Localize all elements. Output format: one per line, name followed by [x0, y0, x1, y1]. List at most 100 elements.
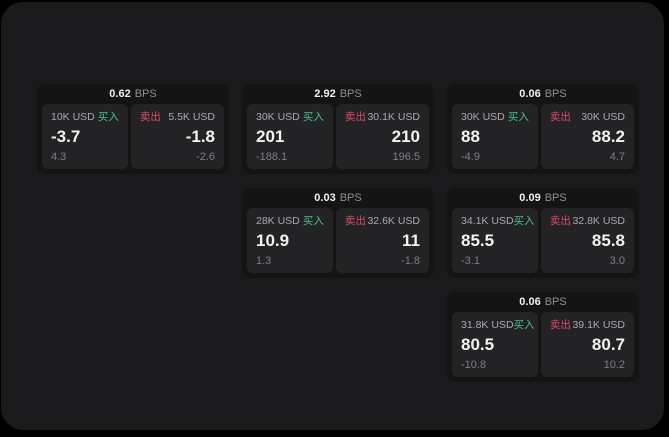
bps-unit: BPS	[544, 296, 567, 308]
sell-quote-tile[interactable]: 卖出 39.1K USD 80.7 10.2	[540, 312, 634, 377]
buy-tile-header: 30K USD 买入	[256, 112, 324, 123]
card-body: 10K USD 买入 -3.7 4.3 卖出 5.5K USD -1.8 -2.…	[37, 104, 229, 174]
buy-side-label: 买入	[97, 111, 119, 123]
bps-unit: BPS	[339, 192, 362, 204]
buy-quote-tile[interactable]: 10K USD 买入 -3.7 4.3	[42, 104, 128, 169]
buy-price: 88	[461, 127, 480, 146]
quote-cards-grid: 0.62 BPS 10K USD 买入 -3.7 4.3 卖出 5.5K USD	[37, 84, 639, 382]
buy-amount: 28K USD	[256, 215, 300, 227]
sell-amount: 30.1K USD	[367, 111, 420, 123]
sell-delta: 4.7	[609, 151, 625, 163]
buy-delta: 4.3	[51, 151, 67, 163]
card-body: 34.1K USD 买入 85.5 -3.1 卖出 32.8K USD 85.8…	[447, 208, 639, 278]
buy-quote-tile[interactable]: 30K USD 买入 88 -4.9	[452, 104, 538, 169]
buy-amount: 34.1K USD	[461, 215, 514, 227]
quote-card: 0.62 BPS 10K USD 买入 -3.7 4.3 卖出 5.5K USD	[37, 84, 229, 174]
bps-unit: BPS	[544, 192, 567, 204]
buy-amount: 31.8K USD	[461, 319, 514, 331]
sell-price: 210	[391, 127, 420, 146]
bps-unit: BPS	[544, 88, 567, 100]
buy-quote-tile[interactable]: 30K USD 买入 201 -188.1	[247, 104, 333, 169]
buy-quote-tile[interactable]: 34.1K USD 买入 85.5 -3.1	[452, 208, 538, 273]
card-header: 0.06 BPS	[447, 84, 639, 104]
card-header: 0.06 BPS	[447, 292, 639, 312]
sell-delta: 3.0	[609, 255, 625, 267]
quote-card: 2.92 BPS 30K USD 买入 201 -188.1 卖出 30.1K …	[242, 84, 434, 174]
sell-side-label: 卖出	[549, 319, 571, 331]
buy-amount: 30K USD	[461, 111, 505, 123]
sell-tile-header: 卖出 39.1K USD	[550, 320, 625, 331]
sell-side-label: 卖出	[139, 111, 161, 123]
sell-tile-header: 卖出 32.8K USD	[550, 216, 625, 227]
app-panel: 0.62 BPS 10K USD 买入 -3.7 4.3 卖出 5.5K USD	[1, 2, 664, 430]
bps-value: 2.92	[314, 88, 336, 100]
sell-quote-tile[interactable]: 卖出 32.6K USD 11 -1.8	[335, 208, 429, 273]
sell-side-label: 卖出	[549, 215, 571, 227]
card-body: 31.8K USD 买入 80.5 -10.8 卖出 39.1K USD 80.…	[447, 312, 639, 382]
buy-side-label: 买入	[513, 215, 535, 227]
buy-price: -3.7	[51, 127, 81, 146]
sell-quote-tile[interactable]: 卖出 5.5K USD -1.8 -2.6	[130, 104, 224, 169]
card-body: 30K USD 买入 88 -4.9 卖出 30K USD 88.2 4.7	[447, 104, 639, 174]
buy-side-label: 买入	[302, 215, 324, 227]
buy-side-label: 买入	[513, 319, 535, 331]
buy-tile-header: 10K USD 买入	[51, 112, 119, 123]
bps-value: 0.09	[519, 192, 541, 204]
sell-side-label: 卖出	[549, 111, 571, 123]
sell-side-label: 卖出	[344, 215, 366, 227]
sell-delta: 196.5	[392, 151, 420, 163]
quote-card: 0.06 BPS 30K USD 买入 88 -4.9 卖出 30K USD	[447, 84, 639, 174]
bps-value: 0.62	[109, 88, 131, 100]
buy-side-label: 买入	[302, 111, 324, 123]
sell-amount: 32.8K USD	[572, 215, 625, 227]
sell-price: 88.2	[591, 127, 625, 146]
sell-price: 80.7	[591, 335, 625, 354]
buy-tile-header: 31.8K USD 买入	[461, 319, 535, 331]
buy-delta: -188.1	[256, 151, 288, 163]
buy-amount: 10K USD	[51, 111, 95, 123]
buy-delta: -10.8	[461, 359, 487, 371]
buy-amount: 30K USD	[256, 111, 300, 123]
buy-tile-header: 28K USD 买入	[256, 216, 324, 227]
quote-card: 0.09 BPS 34.1K USD 买入 85.5 -3.1 卖出 32.8K…	[447, 188, 639, 278]
buy-tile-header: 34.1K USD 买入	[461, 215, 535, 227]
buy-delta: 1.3	[256, 255, 272, 267]
quote-card: 0.03 BPS 28K USD 买入 10.9 1.3 卖出 32.6K US…	[242, 188, 434, 278]
buy-price: 201	[256, 127, 285, 146]
sell-tile-header: 卖出 30K USD	[550, 112, 625, 123]
bps-unit: BPS	[339, 88, 362, 100]
bps-value: 0.06	[519, 296, 541, 308]
sell-delta: -2.6	[196, 151, 215, 163]
buy-price: 85.5	[461, 231, 495, 250]
bps-value: 0.03	[314, 192, 336, 204]
sell-delta: 10.2	[603, 359, 625, 371]
buy-side-label: 买入	[507, 111, 529, 123]
sell-amount: 39.1K USD	[572, 319, 625, 331]
sell-side-label: 卖出	[344, 111, 366, 123]
card-header: 0.62 BPS	[37, 84, 229, 104]
sell-tile-header: 卖出 32.6K USD	[345, 216, 420, 227]
buy-price: 10.9	[256, 231, 290, 250]
card-header: 0.09 BPS	[447, 188, 639, 208]
bps-value: 0.06	[519, 88, 541, 100]
buy-quote-tile[interactable]: 31.8K USD 买入 80.5 -10.8	[452, 312, 538, 377]
buy-quote-tile[interactable]: 28K USD 买入 10.9 1.3	[247, 208, 333, 273]
sell-quote-tile[interactable]: 卖出 30.1K USD 210 196.5	[335, 104, 429, 169]
sell-quote-tile[interactable]: 卖出 30K USD 88.2 4.7	[540, 104, 634, 169]
bps-unit: BPS	[134, 88, 157, 100]
sell-amount: 30K USD	[581, 111, 625, 123]
sell-amount: 32.6K USD	[367, 215, 420, 227]
sell-price: 11	[402, 231, 420, 250]
sell-delta: -1.8	[401, 255, 420, 267]
sell-quote-tile[interactable]: 卖出 32.8K USD 85.8 3.0	[540, 208, 634, 273]
sell-tile-header: 卖出 30.1K USD	[345, 112, 420, 123]
sell-price: 85.8	[591, 231, 625, 250]
buy-tile-header: 30K USD 买入	[461, 112, 529, 123]
buy-delta: -3.1	[461, 255, 480, 267]
sell-amount: 5.5K USD	[168, 111, 215, 123]
sell-tile-header: 卖出 5.5K USD	[140, 112, 215, 123]
buy-price: 80.5	[461, 335, 495, 354]
buy-delta: -4.9	[461, 151, 480, 163]
sell-price: -1.8	[185, 127, 215, 146]
card-body: 28K USD 买入 10.9 1.3 卖出 32.6K USD 11 -1.8	[242, 208, 434, 278]
